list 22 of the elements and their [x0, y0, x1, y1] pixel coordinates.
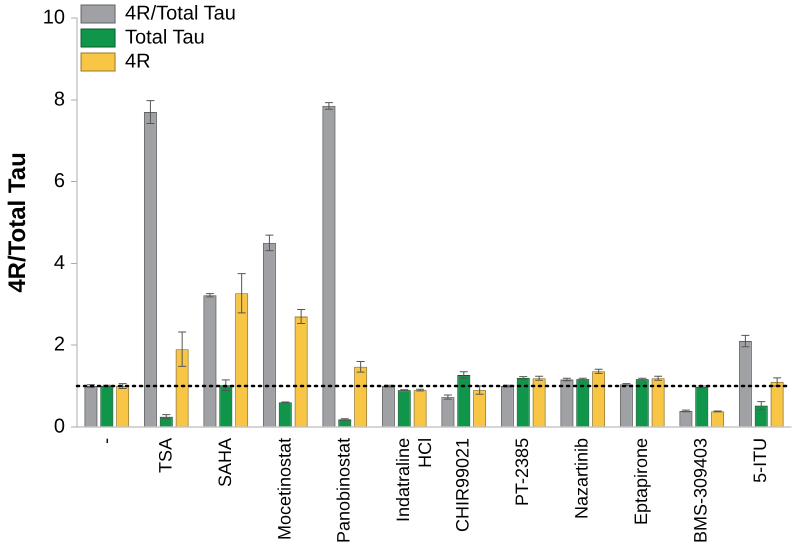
legend-label: 4R	[125, 50, 151, 73]
x-tick-label: Mocetinostat	[274, 438, 294, 540]
x-tick-label: Eptapirone	[631, 438, 652, 525]
x-tick-label: Panobinostat	[334, 438, 354, 544]
x-tick-label: Indatraline HCl	[393, 438, 435, 522]
x-tick-label: PT-2385	[512, 438, 532, 506]
y-tick-label: 0	[54, 415, 66, 438]
y-tick-label: 2	[54, 334, 66, 356]
y-tick-label: 8	[54, 88, 66, 110]
y-tick-label: 10	[42, 6, 66, 29]
legend-label: Total Tau	[125, 26, 205, 49]
y-tick-label: 4	[54, 252, 66, 274]
x-tick-label: 5-ITU	[750, 438, 770, 483]
x-tick-label: -	[96, 438, 116, 444]
legend-label: 4R/Total Tau	[125, 2, 236, 25]
x-tick-label: Nazartinib	[572, 438, 592, 519]
x-tick-label: SAHA	[214, 438, 235, 487]
x-tick-label: CHIR99021	[452, 438, 473, 532]
y-tick-label: 6	[54, 170, 66, 192]
y-axis-title: 4R/Total Tau	[4, 152, 32, 293]
x-tick-label: BMS-309403	[690, 438, 711, 543]
x-tick-label: TSA	[155, 438, 176, 473]
